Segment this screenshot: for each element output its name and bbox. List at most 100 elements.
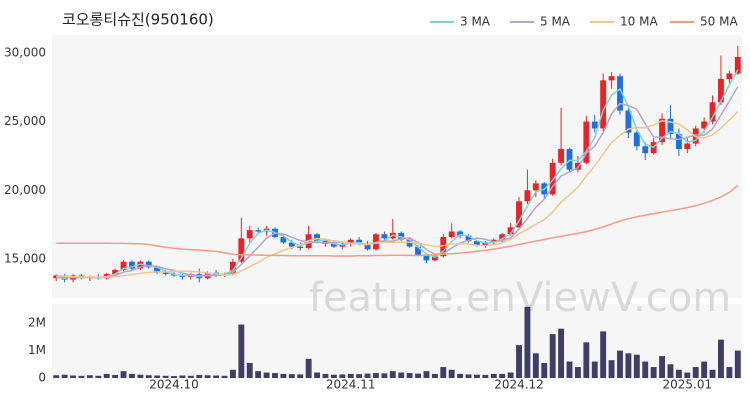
- volume-bar: [373, 373, 379, 378]
- volume-bar: [272, 373, 278, 378]
- candle-body: [112, 269, 119, 275]
- volume-bar: [465, 374, 472, 378]
- candle-body: [701, 121, 708, 129]
- candle-body: [448, 231, 455, 237]
- volume-bar: [305, 358, 312, 378]
- volume-bar: [137, 374, 144, 378]
- candle-body: [330, 243, 337, 247]
- volume-bar: [61, 374, 68, 378]
- y-tick-label: 2M: [28, 316, 46, 330]
- x-tick-label: 2024.10: [149, 378, 199, 392]
- volume-bar: [566, 361, 573, 378]
- candle-body: [718, 78, 724, 103]
- candle-body: [288, 242, 295, 247]
- volume-bar: [187, 375, 194, 378]
- volume-bar: [516, 345, 522, 378]
- volume-bar: [196, 374, 203, 378]
- volume-bar: [263, 372, 270, 378]
- candle-body: [642, 146, 649, 154]
- volume-bar: [549, 334, 556, 378]
- volume-bar: [507, 372, 514, 378]
- ma-line: [56, 69, 739, 279]
- volume-bar: [692, 367, 699, 378]
- candle-body: [675, 133, 682, 150]
- y-tick-label: 20,000: [4, 183, 46, 197]
- x-tick-label: 2024.11: [326, 378, 376, 392]
- candle-body: [431, 256, 438, 261]
- volume-bar: [213, 375, 220, 378]
- volume-bar: [112, 374, 119, 378]
- volume-bar: [179, 375, 186, 378]
- volume-bar: [229, 369, 236, 378]
- candle-body: [120, 261, 127, 270]
- volume-bar: [154, 375, 161, 378]
- y-tick-label: 0: [38, 371, 46, 385]
- candle-body: [347, 239, 354, 244]
- y-tick-label: 15,000: [4, 251, 46, 265]
- candle-body: [591, 121, 598, 129]
- volume-bar: [499, 373, 506, 378]
- candle-body: [465, 235, 472, 242]
- volume-bar: [120, 371, 127, 378]
- x-tick-label: 2025.01: [662, 378, 712, 392]
- volume-bar: [255, 371, 262, 378]
- volume-bar: [53, 375, 60, 378]
- legend-label: 50 MA: [700, 15, 738, 29]
- volume-bar: [541, 362, 548, 378]
- volume-bar: [145, 375, 152, 378]
- candle-body: [558, 149, 565, 163]
- candle-body: [524, 190, 531, 202]
- volume-bar: [415, 373, 421, 378]
- volume-bar: [574, 367, 581, 378]
- volume-bar: [642, 361, 649, 378]
- candle-body: [229, 261, 236, 275]
- volume-bar: [440, 367, 447, 378]
- volume-bar: [280, 373, 287, 378]
- volume-bar: [221, 375, 228, 378]
- candle-body: [617, 76, 623, 111]
- candle-body: [659, 118, 666, 143]
- ma-line: [56, 110, 739, 278]
- watermark: feature.enViewV.com: [309, 275, 731, 321]
- volume-bar: [423, 371, 430, 378]
- volume-bar: [701, 361, 708, 378]
- volume-bar: [473, 374, 480, 378]
- chart-title: 코오롱티슈진(950160): [62, 11, 214, 29]
- candle-body: [415, 246, 421, 255]
- candle-body: [314, 234, 321, 242]
- candle-body: [600, 80, 607, 129]
- y-tick-label: 30,000: [4, 45, 46, 59]
- y-tick-label: 25,000: [4, 114, 46, 128]
- volume-bar: [457, 373, 464, 378]
- candle-body: [145, 261, 152, 268]
- volume-bar: [288, 374, 295, 378]
- y-tick-label: 1M: [28, 343, 46, 357]
- volume-bar: [650, 367, 657, 378]
- legend-label: 5 MA: [540, 15, 571, 29]
- volume-bar: [600, 331, 607, 378]
- volume-bar: [103, 373, 110, 378]
- volume-bar: [726, 367, 733, 378]
- candle-body: [406, 239, 413, 247]
- volume-bar: [238, 324, 245, 378]
- price-panel: [52, 35, 742, 298]
- candle-body: [633, 132, 640, 147]
- volume-bar: [482, 374, 489, 378]
- volume-bar: [718, 339, 724, 378]
- volume-bar: [128, 373, 135, 378]
- volume-bar: [297, 374, 304, 378]
- volume-bar: [406, 373, 413, 378]
- volume-bar: [95, 375, 102, 378]
- candle-body: [532, 183, 539, 191]
- candle-body: [255, 230, 262, 232]
- candle-body: [128, 261, 135, 269]
- candle-body: [162, 272, 169, 275]
- candle-body: [154, 267, 161, 273]
- candle-body: [499, 234, 506, 240]
- volume-bar: [246, 362, 253, 378]
- volume-bar: [591, 361, 598, 378]
- candle-body: [726, 73, 733, 79]
- candle-body: [246, 230, 253, 239]
- candle-body: [137, 261, 144, 269]
